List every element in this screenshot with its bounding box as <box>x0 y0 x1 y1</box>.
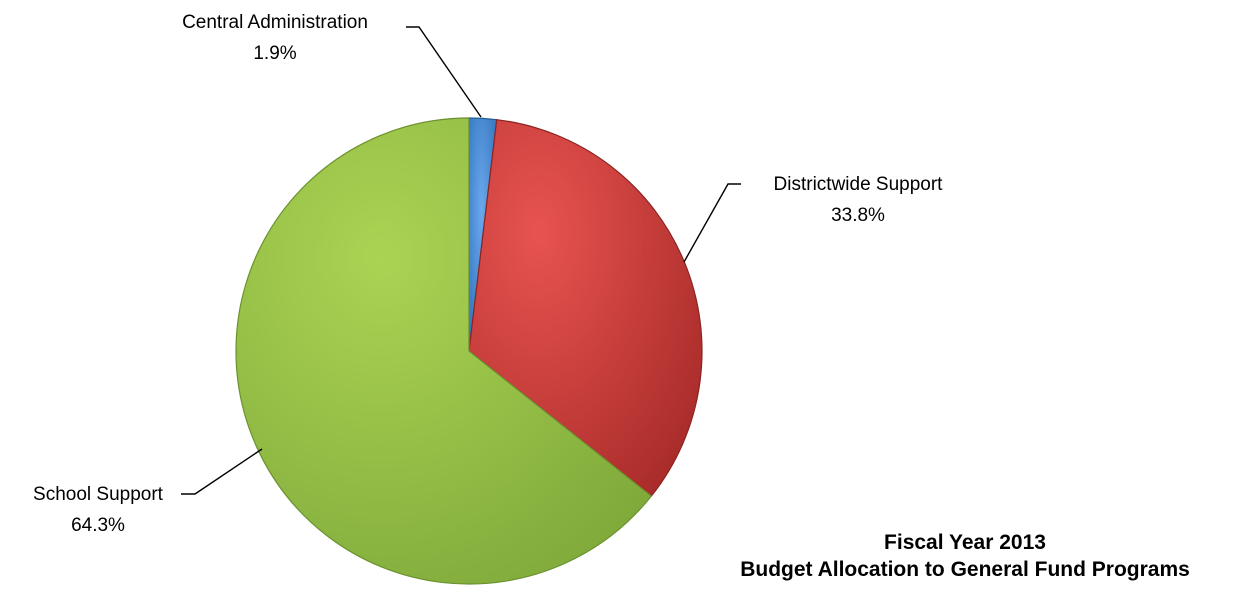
slice-label-districtwide-support: Districtwide Support 33.8% <box>684 174 943 262</box>
leader-line <box>181 449 262 494</box>
slice-value-label: 1.9% <box>253 43 296 64</box>
chart-title: Fiscal Year 2013 Budget Allocation to Ge… <box>740 531 1190 581</box>
slice-label-school-support: School Support 64.3% <box>33 449 262 536</box>
slice-label-central-administration: Central Administration 1.9% <box>182 12 481 117</box>
slice-name-label: Central Administration <box>182 12 368 33</box>
leader-line <box>406 27 481 117</box>
slice-value-label: 33.8% <box>831 205 885 226</box>
slice-name-label: Districtwide Support <box>774 174 944 195</box>
chart-title-line-1: Fiscal Year 2013 <box>884 531 1046 554</box>
pie-slices <box>236 118 702 584</box>
leader-line <box>684 184 741 262</box>
slice-name-label: School Support <box>33 484 164 505</box>
slice-value-label: 64.3% <box>71 515 125 536</box>
chart-title-line-2: Budget Allocation to General Fund Progra… <box>740 558 1190 581</box>
